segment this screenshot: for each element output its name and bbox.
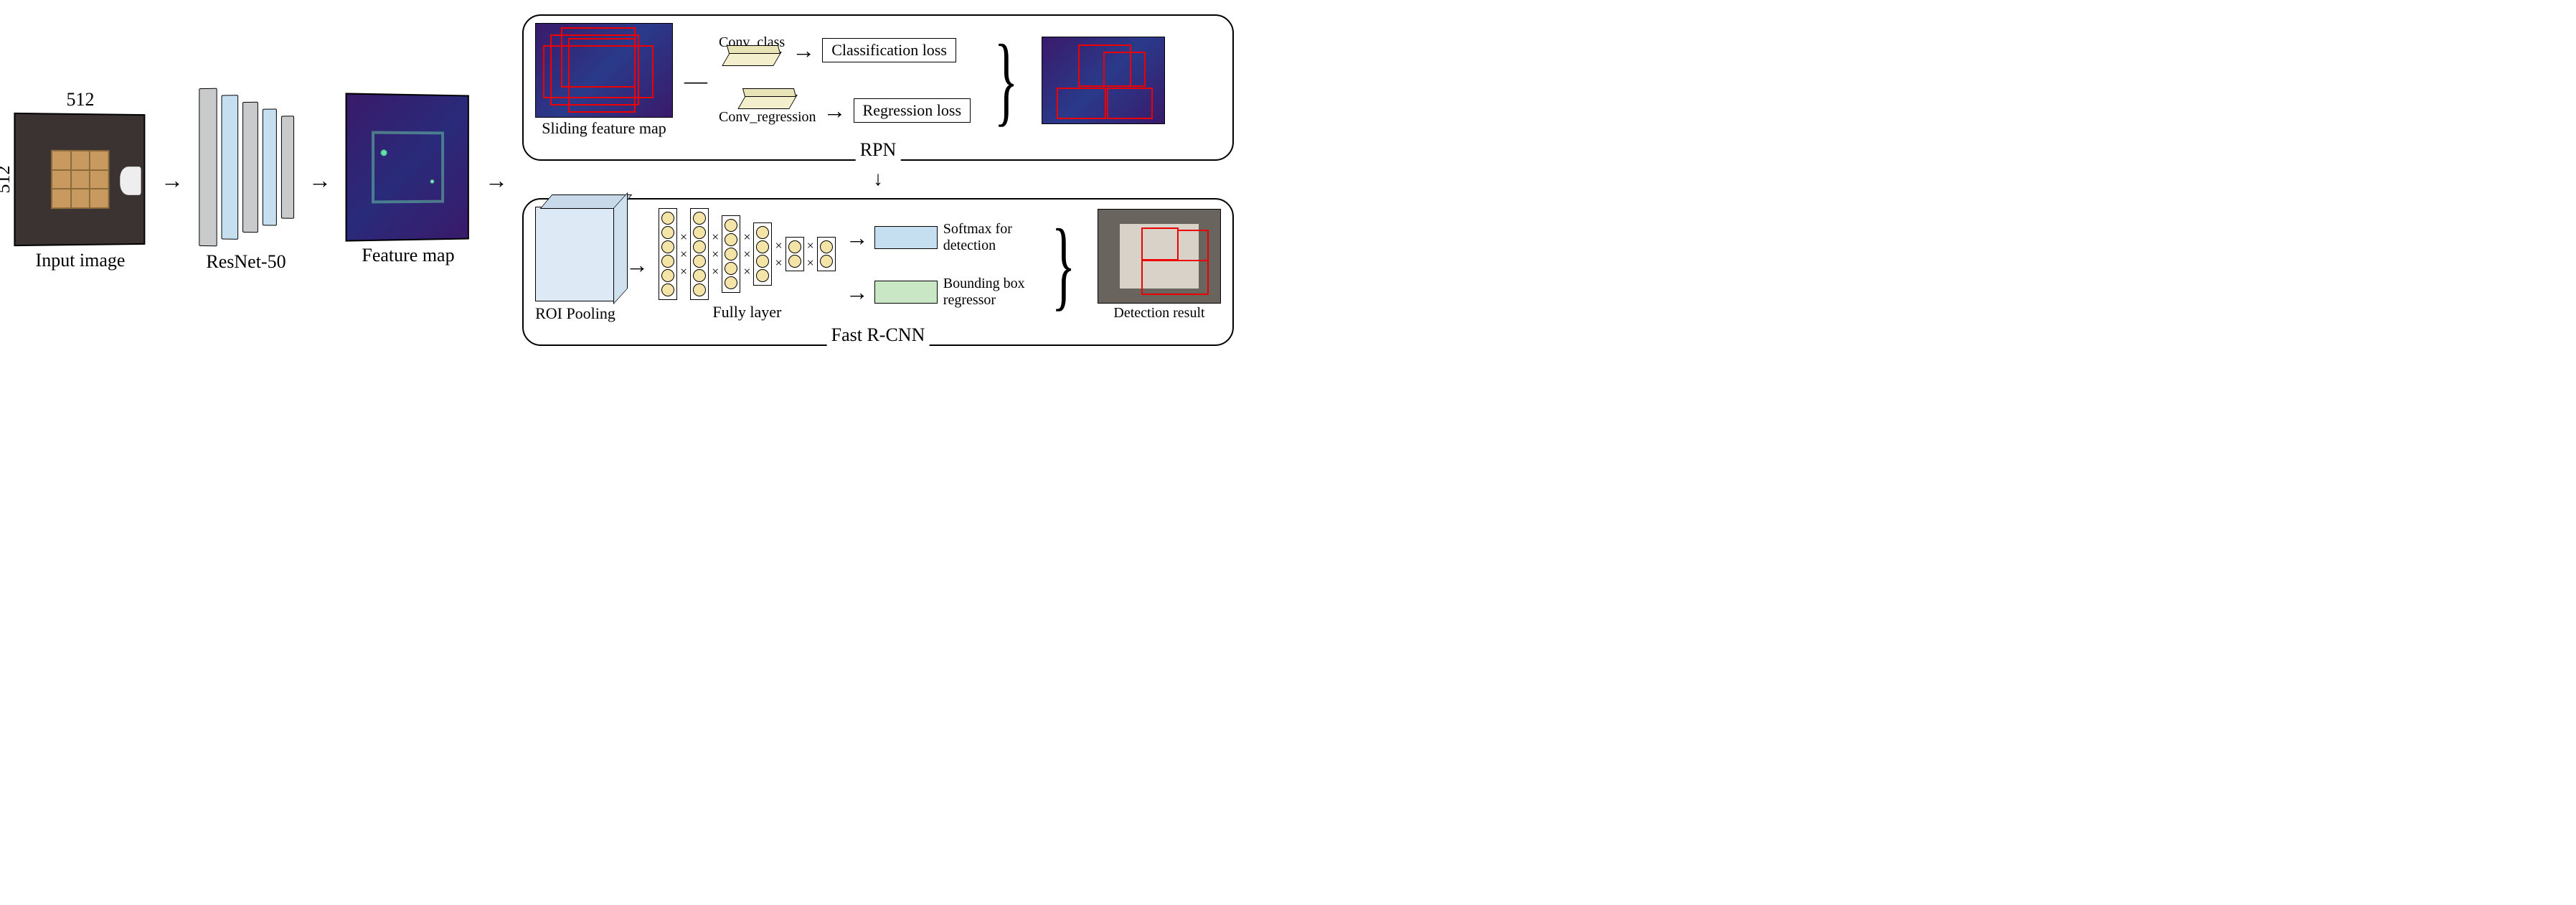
- sliding-feature-map-block: Sliding feature map: [535, 23, 673, 138]
- regression-loss-label: Regression loss: [863, 101, 962, 119]
- arrow-down-icon: ↓: [522, 168, 1234, 191]
- conv-regression-block: [737, 95, 798, 109]
- detection-heads: Sliding feature map — Conv_class → Class…: [522, 14, 1234, 346]
- input-image-block: 512 512 Input image: [14, 89, 146, 271]
- arrow-icon: →: [792, 37, 815, 64]
- classification-loss-box: Classification loss: [822, 38, 956, 62]
- fully-layer-label: Fully layer: [712, 303, 781, 322]
- feature-map-label: Feature map: [362, 245, 454, 266]
- arrow-icon: →: [161, 167, 184, 194]
- arrow-icon: →: [485, 167, 508, 194]
- architecture-diagram: 512 512 Input image → ResNet-50 → Featur…: [14, 14, 2562, 346]
- input-image: [14, 113, 145, 246]
- bbox-regressor-box: [874, 281, 938, 304]
- softmax-label: Softmax for detection: [943, 221, 1029, 254]
- arrow-icon: —: [684, 67, 707, 94]
- detection-result-label: Detection result: [1098, 305, 1221, 322]
- input-label: Input image: [36, 250, 126, 271]
- roi-pooling-cube: [535, 207, 615, 301]
- arrow-icon: →: [846, 279, 869, 306]
- roi-pooling-label: ROI Pooling: [535, 304, 615, 323]
- feature-map: [346, 93, 469, 241]
- input-height-label: 512: [0, 166, 14, 194]
- rpn-output-map: [1042, 37, 1165, 124]
- fast-rcnn-panel-label: Fast R-CNN: [827, 324, 930, 346]
- arrow-icon: →: [626, 252, 648, 278]
- arrow-icon: →: [824, 98, 846, 124]
- arrow-icon: →: [308, 167, 331, 194]
- detection-result-block: Detection result: [1098, 209, 1221, 322]
- classification-loss-label: Classification loss: [831, 41, 947, 59]
- conv-regression-label: Conv_regression: [719, 109, 816, 126]
- fast-rcnn-panel: ROI Pooling → ××××××××××××× Fully layer …: [522, 198, 1234, 346]
- rpn-class-branch: Conv_class → Classification loss: [719, 34, 971, 66]
- fast-rcnn-outputs: → Softmax for detection → Bounding box r…: [846, 221, 1029, 309]
- detection-result-image: [1098, 209, 1221, 304]
- input-background-element: [120, 167, 141, 195]
- backbone-label: ResNet-50: [206, 251, 286, 273]
- rpn-branches: Conv_class → Classification loss Conv_re…: [719, 34, 971, 126]
- input-width-label: 512: [67, 89, 95, 111]
- rpn-panel-label: RPN: [856, 139, 901, 161]
- roi-pooling-block: ROI Pooling: [535, 207, 615, 323]
- arrow-icon: →: [846, 225, 869, 251]
- conv-class-block: [722, 52, 782, 66]
- regression-loss-box: Regression loss: [854, 98, 971, 123]
- resnet-layers: [199, 87, 294, 248]
- bbox-regressor-label: Bounding box regressor: [943, 276, 1029, 309]
- backbone-block: ResNet-50: [198, 88, 294, 273]
- softmax-box: [874, 226, 938, 249]
- brace-icon: }: [994, 40, 1019, 121]
- feature-map-block: Feature map: [346, 94, 471, 266]
- fully-connected-block: ××××××××××××× Fully layer: [659, 208, 836, 322]
- sliding-feature-map-label: Sliding feature map: [535, 119, 673, 138]
- fully-connected-layers: ×××××××××××××: [659, 208, 836, 300]
- rpn-reg-branch: Conv_regression → Regression loss: [719, 95, 971, 126]
- rpn-panel: Sliding feature map — Conv_class → Class…: [522, 14, 1234, 161]
- input-object: [51, 150, 110, 209]
- brace-icon: }: [1052, 225, 1076, 305]
- sliding-feature-map: [535, 23, 673, 118]
